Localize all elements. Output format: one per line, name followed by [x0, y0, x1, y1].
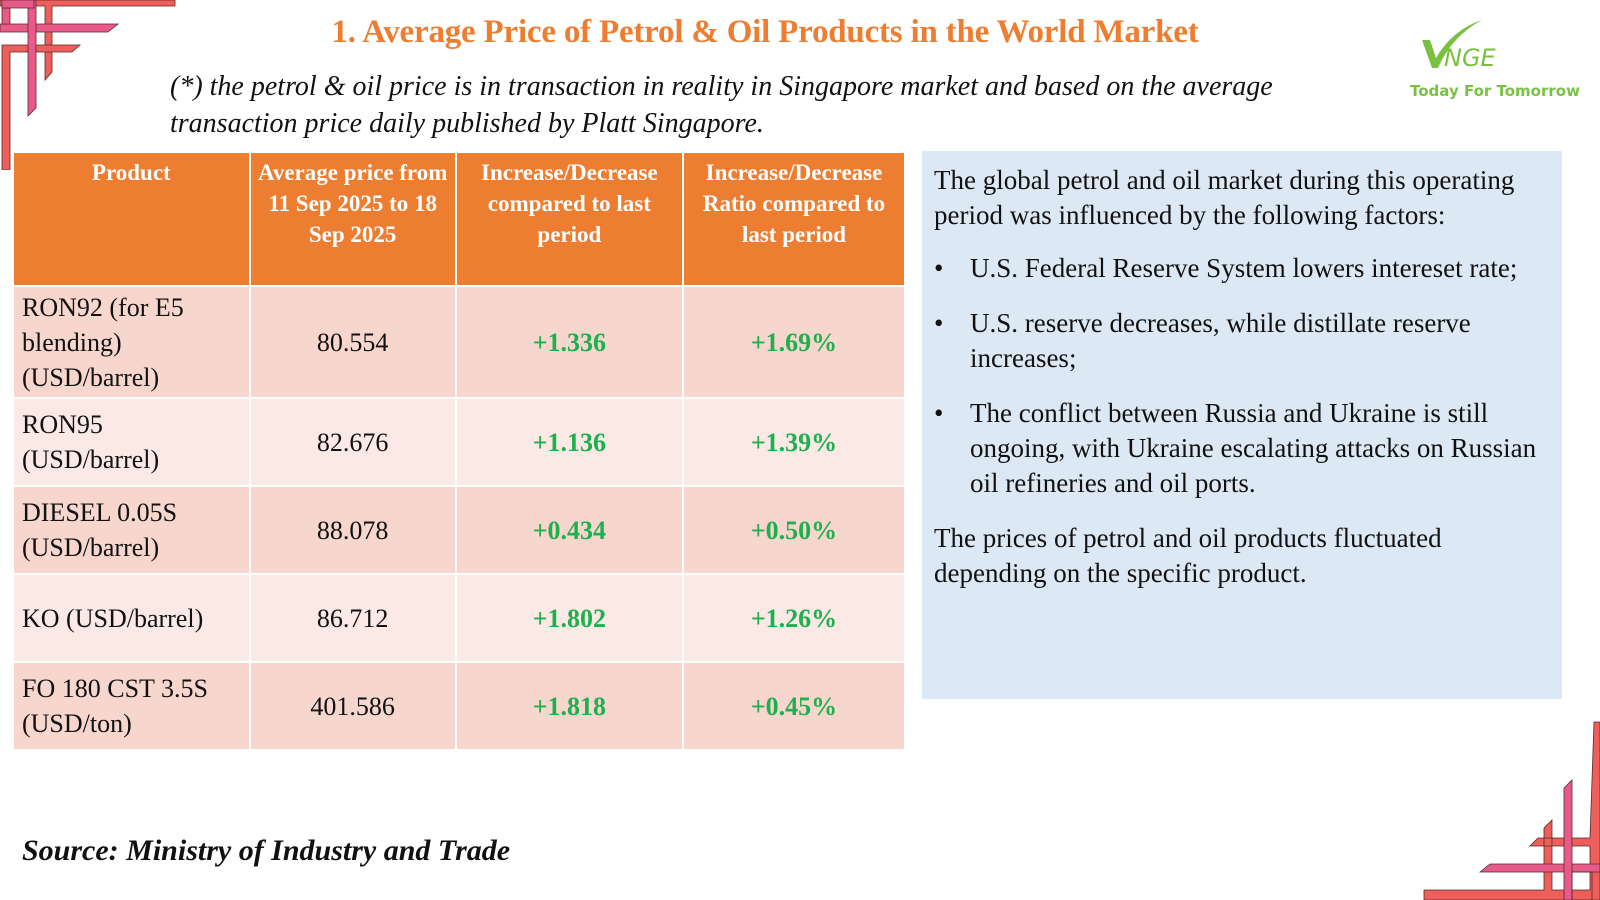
page-title: 1. Average Price of Petrol & Oil Product…: [331, 14, 1199, 50]
column-header-average-price: Average price from 11 Sep 2025 to 18 Sep…: [248, 151, 457, 287]
change-cell: +1.336: [454, 285, 685, 399]
table-row: KO (USD/barrel) 86.712 +1.802 +1.26%: [12, 573, 906, 663]
factor-text: The conflict between Russia and Ukraine …: [970, 398, 1537, 498]
table-row: RON92 (for E5 blending) (USD/barrel) 80.…: [12, 285, 906, 399]
column-header-change-ratio: Increase/Decrease Ratio compared to last…: [682, 151, 906, 287]
product-cell: KO (USD/barrel): [12, 573, 251, 663]
ratio-cell: +1.69%: [682, 285, 906, 399]
factor-text: U.S. reserve decreases, while distillate…: [970, 308, 1471, 373]
factor-item: • The conflict between Russia and Ukrain…: [934, 396, 1548, 501]
table-row: RON95 (USD/barrel) 82.676 +1.136 +1.39%: [12, 397, 906, 487]
product-cell: DIESEL 0.05S (USD/barrel): [12, 485, 251, 575]
vnge-logo-mark-icon: NGE: [1422, 20, 1497, 72]
change-cell: +1.136: [454, 397, 685, 487]
ratio-cell: +0.45%: [682, 661, 906, 751]
corner-ornament-bottom-right: [1423, 721, 1600, 900]
column-header-change: Increase/Decrease compared to last perio…: [454, 151, 685, 287]
price-table: Product Average price from 11 Sep 2025 t…: [12, 151, 906, 751]
logo-tagline: Today For Tomorrow: [1410, 82, 1580, 100]
company-logo: NGE Today For Tomorrow: [1408, 18, 1580, 108]
table-row: DIESEL 0.05S (USD/barrel) 88.078 +0.434 …: [12, 485, 906, 575]
table-header-row: Product Average price from 11 Sep 2025 t…: [12, 151, 906, 287]
factors-conclusion: The prices of petrol and oil products fl…: [934, 523, 1442, 588]
market-factors-panel: The global petrol and oil market during …: [922, 151, 1562, 699]
factors-list: • U.S. Federal Reserve System lowers int…: [934, 251, 1548, 501]
price-cell: 88.078: [248, 485, 457, 575]
factor-item: • U.S. reserve decreases, while distilla…: [934, 306, 1548, 376]
ratio-cell: +0.50%: [682, 485, 906, 575]
ratio-cell: +1.39%: [682, 397, 906, 487]
price-cell: 401.586: [248, 661, 457, 751]
bullet-icon: •: [934, 253, 944, 283]
subtitle-note: (*) the petrol & oil price is in transac…: [170, 71, 1273, 139]
price-cell: 80.554: [248, 285, 457, 399]
bullet-icon: •: [934, 398, 944, 428]
column-header-product: Product: [12, 151, 251, 287]
change-cell: +1.802: [454, 573, 685, 663]
product-cell: FO 180 CST 3.5S (USD/ton): [12, 661, 251, 751]
factor-text: U.S. Federal Reserve System lowers inter…: [970, 253, 1518, 283]
change-cell: +0.434: [454, 485, 685, 575]
factor-item: • U.S. Federal Reserve System lowers int…: [934, 251, 1548, 286]
product-cell: RON95 (USD/barrel): [12, 397, 251, 487]
logo-mark-text: NGE: [1444, 44, 1497, 72]
table-row: FO 180 CST 3.5S (USD/ton) 401.586 +1.818…: [12, 661, 906, 751]
bullet-icon: •: [934, 308, 944, 338]
ratio-cell: +1.26%: [682, 573, 906, 663]
factors-intro: The global petrol and oil market during …: [934, 165, 1515, 230]
source-note: Source: Ministry of Industry and Trade: [22, 834, 511, 867]
corner-ornament-top-left: [0, 0, 176, 170]
change-cell: +1.818: [454, 661, 685, 751]
product-cell: RON92 (for E5 blending) (USD/barrel): [12, 285, 251, 399]
price-cell: 86.712: [248, 573, 457, 663]
price-cell: 82.676: [248, 397, 457, 487]
